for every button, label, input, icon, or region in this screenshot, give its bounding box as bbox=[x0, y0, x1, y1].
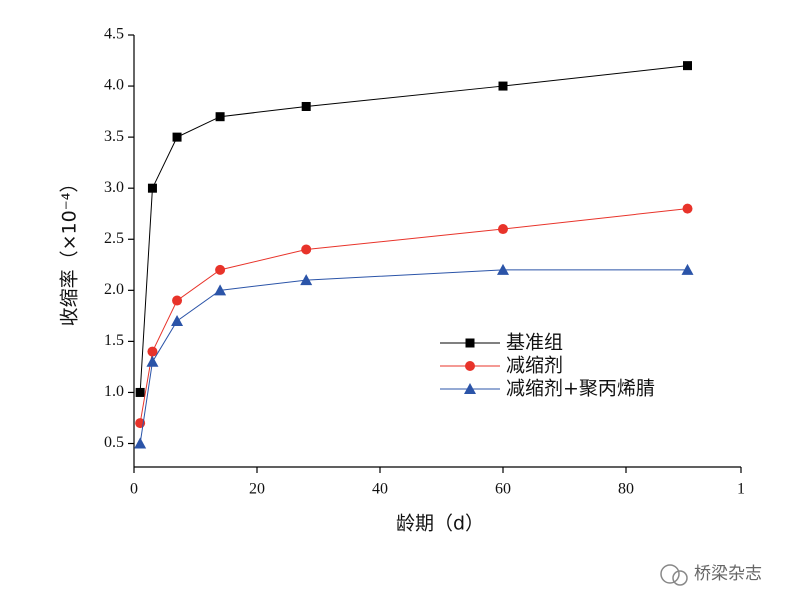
data-point bbox=[147, 183, 157, 193]
data-point bbox=[172, 132, 182, 142]
legend-label: 减缩剂+聚丙烯腈 bbox=[506, 378, 655, 400]
data-point bbox=[497, 263, 509, 275]
y-tick-label: 1.0 bbox=[104, 383, 124, 400]
x-axis-title: 龄期（d） bbox=[396, 513, 484, 535]
data-point bbox=[682, 203, 693, 214]
x-tick-label: 80 bbox=[618, 481, 634, 498]
data-point bbox=[147, 346, 158, 357]
data-point bbox=[214, 284, 227, 296]
watermark: 桥梁杂志 bbox=[694, 564, 762, 584]
data-point bbox=[301, 244, 312, 255]
y-tick-label: 3.0 bbox=[104, 179, 124, 196]
data-point bbox=[146, 355, 159, 367]
data-point bbox=[135, 387, 145, 397]
y-tick-label: 4.0 bbox=[104, 77, 124, 94]
y-tick-label: 0.5 bbox=[104, 434, 124, 451]
legend-label: 减缩剂 bbox=[506, 355, 563, 377]
legend-marker bbox=[465, 338, 475, 348]
legend-marker bbox=[464, 383, 476, 394]
x-tick-label: 20 bbox=[249, 481, 265, 498]
y-tick-label: 4.5 bbox=[104, 26, 124, 43]
data-point bbox=[172, 295, 183, 306]
data-point bbox=[681, 263, 694, 275]
x-tick-label: 0 bbox=[130, 481, 138, 498]
watermark-icon bbox=[660, 564, 688, 586]
legend-label: 基准组 bbox=[506, 332, 563, 354]
y-tick-label: 3.5 bbox=[104, 128, 124, 145]
y-tick-label: 1.5 bbox=[104, 332, 124, 349]
x-tick-label: 1 bbox=[737, 481, 745, 498]
data-point bbox=[215, 112, 225, 122]
x-tick-label: 40 bbox=[372, 481, 388, 498]
data-point bbox=[498, 81, 508, 91]
data-point bbox=[498, 224, 508, 235]
y-tick-label: 2.0 bbox=[104, 281, 124, 298]
data-point bbox=[301, 101, 311, 111]
data-point bbox=[215, 264, 226, 275]
data-point bbox=[300, 274, 313, 286]
data-point bbox=[171, 314, 184, 326]
y-axis-title: 收缩率（×10⁻⁴） bbox=[59, 174, 81, 327]
data-point bbox=[683, 61, 692, 71]
series-line bbox=[139, 269, 688, 444]
data-point bbox=[134, 437, 147, 449]
x-tick-label: 60 bbox=[495, 481, 511, 498]
legend-marker bbox=[465, 361, 475, 371]
y-tick-label: 2.5 bbox=[104, 230, 124, 247]
